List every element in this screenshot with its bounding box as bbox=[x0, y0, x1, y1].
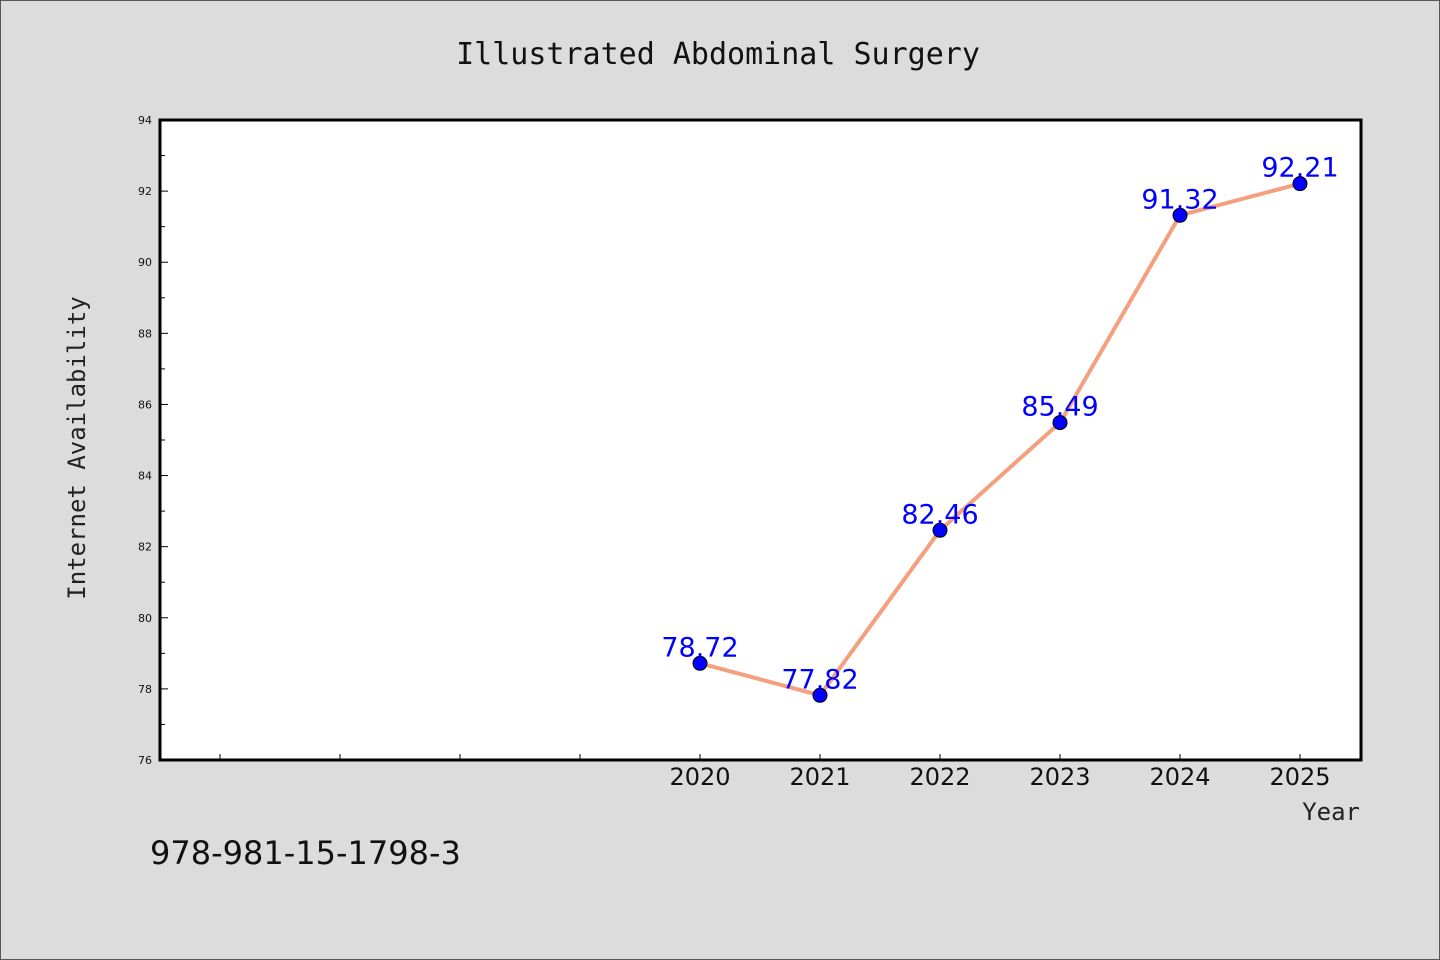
data-point bbox=[812, 687, 828, 703]
data-point bbox=[692, 655, 708, 671]
x-tick-label: 2021 bbox=[789, 763, 850, 791]
y-tick-label: 92 bbox=[138, 185, 152, 198]
y-tick-label: 82 bbox=[138, 541, 152, 554]
x-tick-label: 2024 bbox=[1149, 763, 1210, 791]
data-points bbox=[692, 176, 1308, 703]
y-tick-label: 88 bbox=[138, 327, 152, 340]
chart-title: Illustrated Abdominal Surgery bbox=[456, 37, 980, 72]
x-tick-label: 2025 bbox=[1269, 763, 1330, 791]
y-axis-label: Internet Availability bbox=[63, 296, 91, 599]
series-line-group bbox=[699, 181, 1301, 698]
plot-area bbox=[158, 118, 1363, 762]
data-labels: 78.72 77.82 82.46 85.49 91.32 92.21 bbox=[661, 153, 1338, 696]
data-point bbox=[1292, 176, 1308, 192]
y-tick-label: 78 bbox=[138, 683, 152, 696]
x-tick-label: 2023 bbox=[1029, 763, 1090, 791]
x-tick-label: 2020 bbox=[669, 763, 730, 791]
y-tick-label: 76 bbox=[138, 754, 152, 767]
data-label: 82.46 bbox=[901, 499, 978, 530]
data-point bbox=[1172, 207, 1188, 223]
x-axis-label: Year bbox=[1302, 798, 1360, 826]
isbn-text: 978-981-15-1798-3 bbox=[150, 834, 461, 872]
y-axis-ticks: 76 78 80 82 84 86 88 90 92 94 bbox=[138, 114, 168, 767]
y-tick-label: 94 bbox=[138, 114, 152, 127]
data-label: 85.49 bbox=[1021, 392, 1098, 423]
x-tick-label: 2022 bbox=[909, 763, 970, 791]
y-tick-label: 90 bbox=[138, 256, 152, 269]
y-tick-label: 86 bbox=[138, 398, 152, 411]
data-label: 77.82 bbox=[781, 664, 858, 695]
data-label: 92.21 bbox=[1261, 153, 1338, 184]
y-tick-label: 80 bbox=[138, 612, 152, 625]
data-point bbox=[1052, 415, 1068, 431]
data-label: 91.32 bbox=[1141, 184, 1218, 215]
y-tick-label: 84 bbox=[138, 470, 152, 483]
data-point bbox=[932, 522, 948, 538]
data-label: 78.72 bbox=[661, 632, 738, 663]
x-axis-ticks: 2020 2021 2022 2023 2024 2025 bbox=[219, 754, 1331, 791]
series-line bbox=[699, 181, 1301, 698]
